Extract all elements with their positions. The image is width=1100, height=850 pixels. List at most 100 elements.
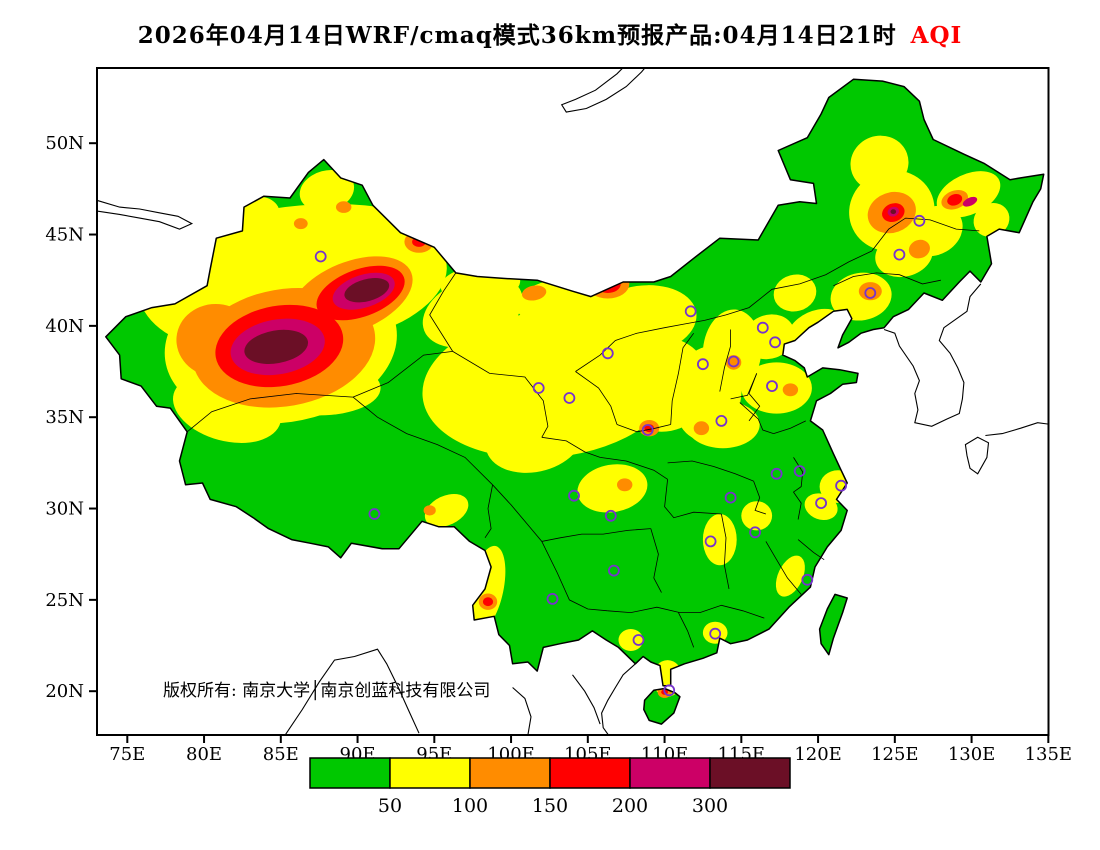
neighbor-coastline <box>284 648 420 735</box>
hainan-outline <box>643 687 681 725</box>
station-marker <box>913 214 926 227</box>
legend-swatch <box>389 757 471 789</box>
aqi-region-orange <box>293 218 308 230</box>
aqi-region-red <box>594 274 621 293</box>
province-border <box>541 541 608 612</box>
legend-label: 300 <box>692 795 728 817</box>
aqi-region-yellow <box>422 275 523 348</box>
legend-swatch <box>709 757 791 789</box>
province-border <box>575 250 872 372</box>
aqi-region-yellow <box>850 135 909 191</box>
province-border <box>541 436 668 480</box>
province-border <box>186 393 354 433</box>
province-border <box>721 513 730 589</box>
aqi-region-orange <box>586 269 630 299</box>
station-marker <box>756 321 769 334</box>
aqi-region-yellow <box>577 464 648 513</box>
aqi-region-yellow <box>741 501 773 531</box>
aqi-region-yellow <box>804 493 838 521</box>
aqi-region-yellow <box>424 493 469 527</box>
station-marker <box>641 424 654 436</box>
province-border <box>667 460 754 482</box>
station-marker <box>801 573 814 586</box>
lat-tick-label: 40N <box>45 316 84 337</box>
legend-label: 150 <box>532 795 568 817</box>
station-marker <box>532 382 545 394</box>
province-border <box>678 612 695 648</box>
china-outline <box>105 78 1045 687</box>
legend-label: 100 <box>452 795 488 817</box>
aqi-region-yellow <box>775 555 805 597</box>
neighbor-coastline <box>97 199 194 230</box>
taiwan-fill <box>819 594 848 655</box>
station-marker <box>563 392 576 404</box>
province-border <box>575 371 618 425</box>
station-marker <box>568 489 580 502</box>
legend-swatch <box>309 757 391 789</box>
province-border-layer <box>186 217 980 648</box>
neighbor-coastline-layer <box>97 68 1049 735</box>
legend-label: 50 <box>378 795 402 817</box>
country-border-layer <box>105 78 1045 725</box>
aqi-region-orange <box>782 383 799 397</box>
station-marker <box>601 347 614 360</box>
lon-tick-label: 125E <box>871 744 919 765</box>
lon-tick-label: 75E <box>109 744 145 765</box>
station-marker <box>835 479 847 492</box>
station-marker <box>793 465 806 478</box>
aqi-region-yellow <box>973 202 1010 237</box>
province-border <box>730 373 758 400</box>
aqi-region-dark <box>344 278 390 303</box>
aqi-region-orange <box>858 282 882 301</box>
station-marker-layer <box>314 214 926 697</box>
lat-tick-label: 45N <box>45 225 84 246</box>
lon-tick-label: 120E <box>794 744 842 765</box>
copyright-text: 版权所有: 南京大学│南京创蓝科技有限公司 <box>163 680 490 701</box>
province-border <box>719 329 731 392</box>
neighbor-coastline <box>985 422 1049 437</box>
title-main: 2026年04月14日WRF/cmaq模式36km预报产品:04月14日21时 <box>137 22 897 49</box>
title-aqi-label: AQI <box>910 22 963 49</box>
station-marker <box>709 627 722 640</box>
lat-tick-label: 35N <box>45 407 84 428</box>
station-marker <box>684 305 697 318</box>
aqi-region-orange <box>336 201 352 213</box>
station-marker <box>697 358 709 371</box>
legend-swatch <box>629 757 711 789</box>
station-marker <box>724 491 737 504</box>
neighbor-coastline <box>601 663 636 735</box>
province-border <box>616 424 671 433</box>
province-border <box>792 457 804 520</box>
station-marker <box>604 509 617 522</box>
aqi-region-yellow <box>618 629 644 651</box>
station-marker <box>704 535 717 548</box>
lat-tick-label: 20N <box>45 681 84 702</box>
aqi-region-orange <box>908 239 930 259</box>
station-marker <box>546 593 559 605</box>
map-frame <box>96 67 1050 736</box>
lon-tick-label: 135E <box>1025 744 1073 765</box>
station-marker <box>632 634 645 646</box>
aqi-region-yellow <box>686 400 760 449</box>
aqi-region-orange <box>693 421 710 436</box>
station-marker <box>864 287 877 299</box>
station-marker <box>749 526 761 539</box>
province-border <box>607 604 765 619</box>
aqi-region-dark <box>890 209 897 215</box>
aqi-region-orange <box>617 478 633 492</box>
aqi-region-yellow <box>743 314 795 360</box>
province-border <box>670 332 695 425</box>
province-border <box>871 217 980 252</box>
neighbor-coastline <box>512 687 532 735</box>
lon-tick-label: 130E <box>948 744 996 765</box>
aqi-region-yellow <box>299 170 355 212</box>
province-border <box>352 396 493 486</box>
station-marker <box>769 336 781 349</box>
province-border <box>492 484 651 542</box>
neighbor-coastline <box>883 283 982 427</box>
aqi-region-red <box>947 193 963 206</box>
lat-tick-label: 25N <box>45 590 84 611</box>
province-border <box>773 420 806 434</box>
